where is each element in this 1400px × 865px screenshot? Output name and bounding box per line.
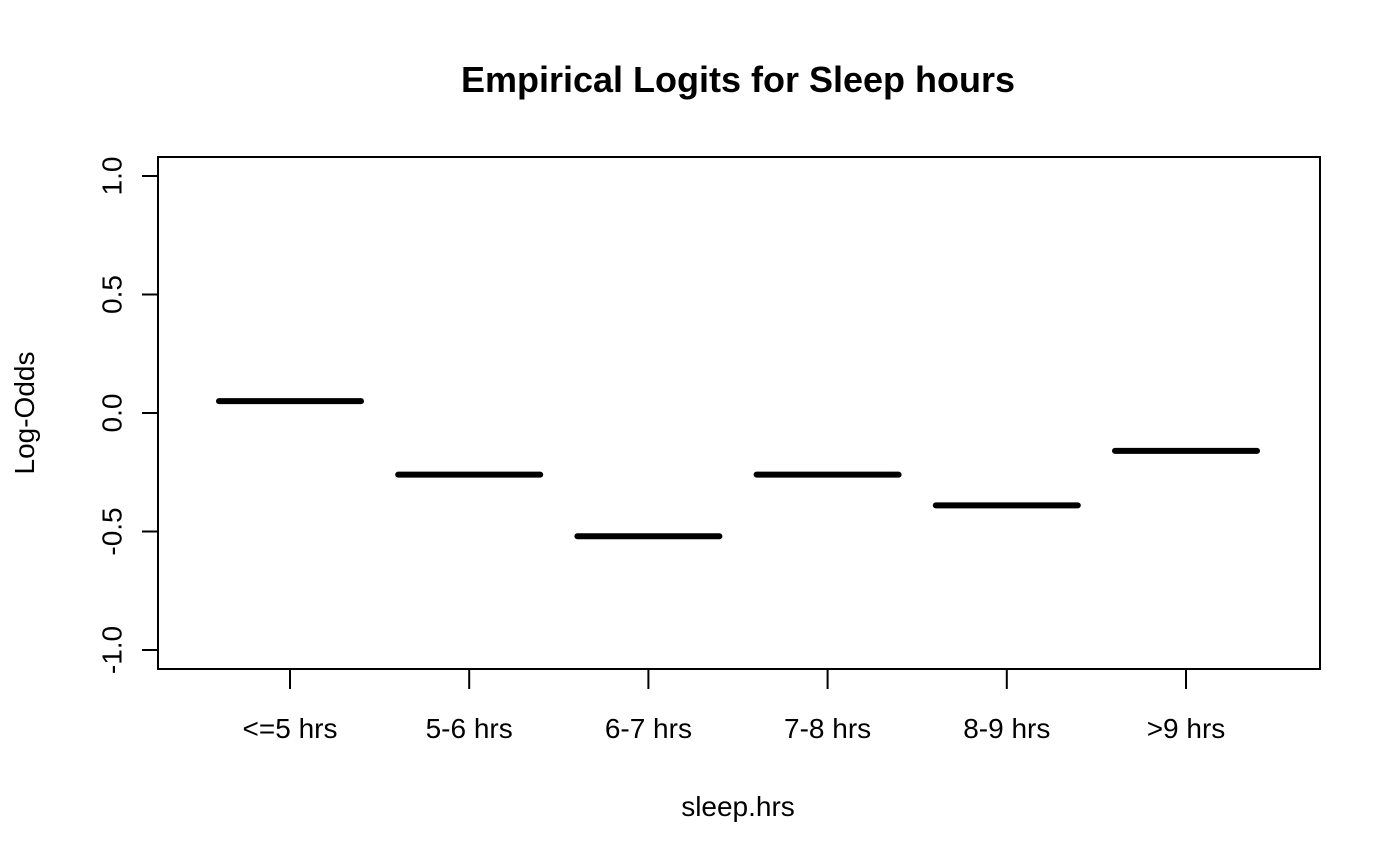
chart-title: Empirical Logits for Sleep hours [461, 59, 1015, 100]
x-axis: <=5 hrs 5-6 hrs 6-7 hrs 7-8 hrs 8-9 hrs >9 hr… [243, 668, 1226, 744]
plot-frame [157, 156, 1321, 670]
y-tick-label: -0.5 [97, 507, 128, 555]
y-tick-label: 0.5 [97, 275, 128, 314]
data-marks [216, 398, 1260, 540]
x-tick-label: 5-6 hrs [426, 713, 513, 744]
x-tick-label: 8-9 hrs [963, 713, 1050, 744]
y-axis-title: Log-Odds [9, 352, 40, 475]
x-tick-label: 7-8 hrs [784, 713, 871, 744]
x-axis-title: sleep.hrs [681, 791, 795, 822]
y-tick-label: -1.0 [97, 626, 128, 674]
y-tick-label: 0.0 [97, 394, 128, 433]
x-tick-label: >9 hrs [1147, 713, 1226, 744]
y-tick-label: 1.0 [97, 157, 128, 196]
x-tick-label: <=5 hrs [243, 713, 338, 744]
y-axis: -1.0 -0.5 0.0 0.5 1.0 [97, 157, 159, 674]
x-tick-label: 6-7 hrs [605, 713, 692, 744]
